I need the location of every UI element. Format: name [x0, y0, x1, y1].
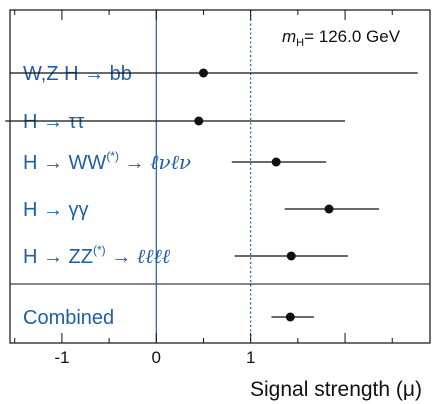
x-tick-label: -1	[54, 348, 69, 367]
x-tick-label: 0	[152, 348, 161, 367]
row-label-h-tautau: H → ττ	[23, 111, 84, 133]
marker-combined	[285, 312, 295, 322]
marker-h-ww	[271, 157, 281, 167]
mass-annotation: mH= 126.0 GeV	[282, 27, 401, 49]
x-tick-label: 1	[246, 348, 255, 367]
plot-frame	[9, 9, 431, 344]
marker-h-tautau	[194, 116, 204, 126]
row-label-combined: Combined	[23, 307, 114, 329]
marker-wzh-bb	[198, 68, 208, 78]
row-label-wzh-bb: W,Z H → bb	[23, 63, 132, 85]
row-label-h-ww: H → WW(*) → ℓνℓν	[23, 149, 191, 174]
marker-h-zz	[286, 251, 296, 261]
x-axis-title: Signal strength (μ)	[250, 378, 422, 401]
row-label-h-gamgam: H → γγ	[23, 199, 89, 221]
row-label-h-zz: H → ZZ(*) → ℓℓℓℓ	[23, 243, 171, 268]
marker-h-gamgam	[324, 204, 334, 214]
